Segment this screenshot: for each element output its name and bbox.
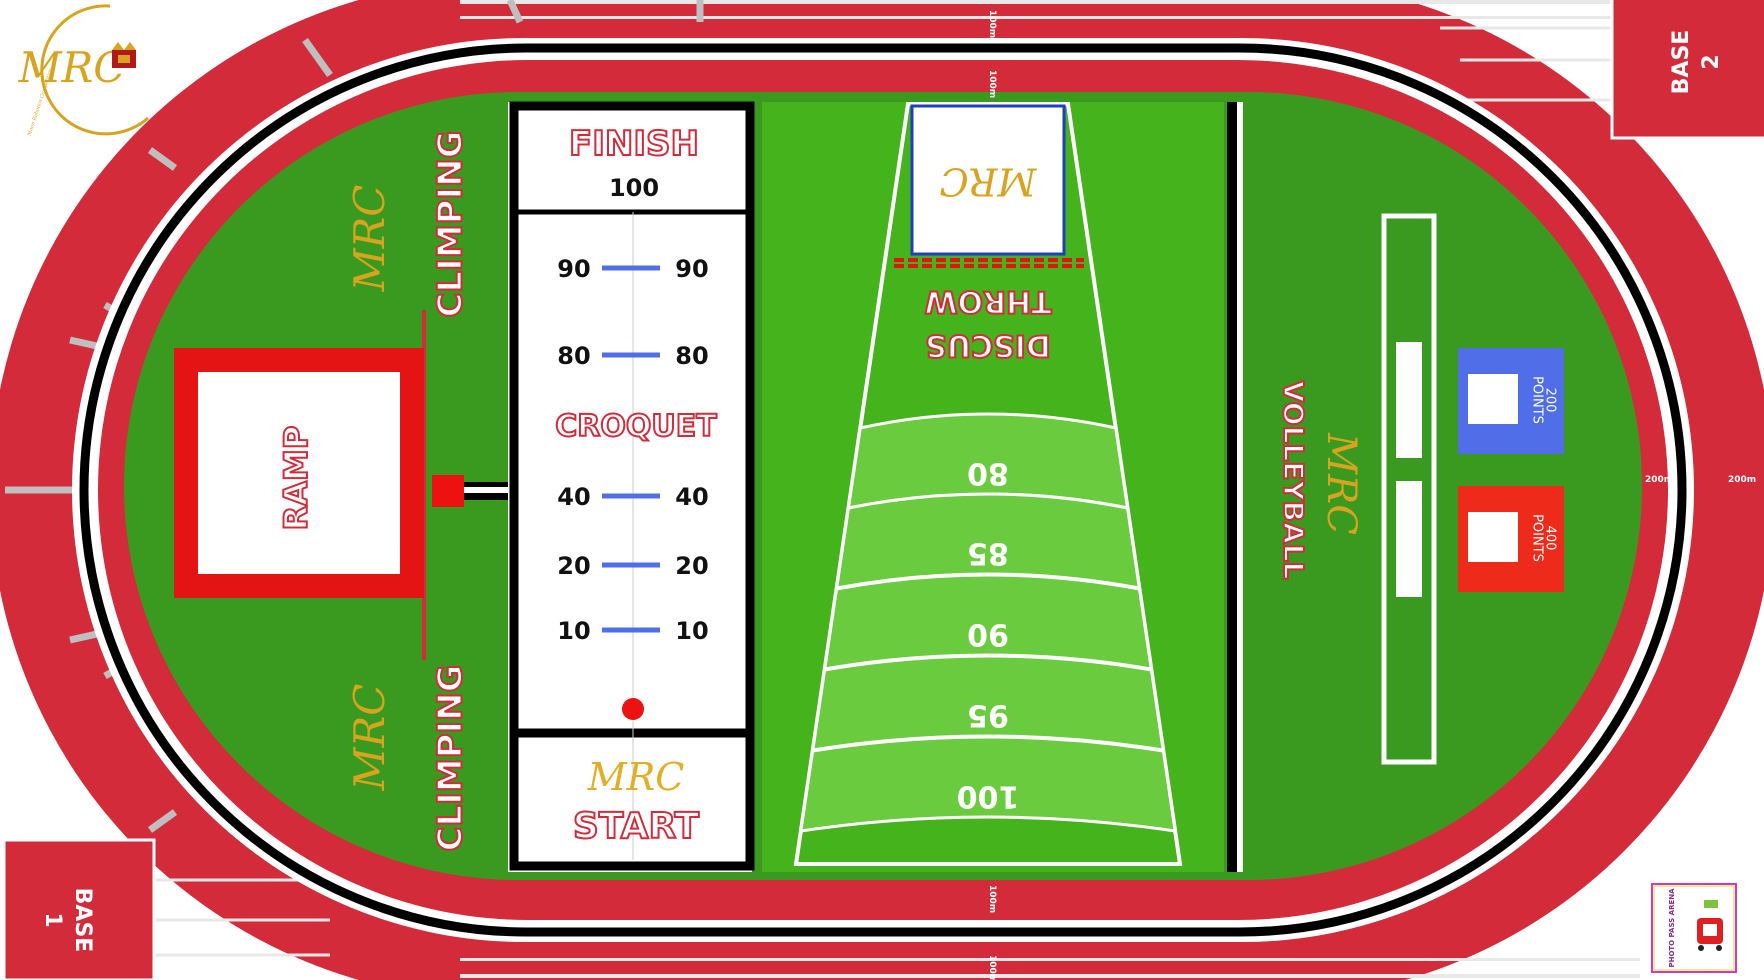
marker-100m-bottom-inner: 100m (987, 885, 997, 913)
croquet-mark-right: 20 (675, 552, 708, 580)
discus-title-line1: DISCUS (925, 328, 1051, 363)
mrc-logo: MRC Moon Robotics Competition (18, 4, 149, 138)
marker-200m-inner: 200m (1645, 475, 1673, 485)
marker-100m-top-outer: 100m (987, 10, 997, 38)
base-2[interactable]: BASE 2 (1610, 0, 1764, 140)
target-400-value: 400 (1543, 526, 1558, 551)
croquet-mark-left: 40 (557, 483, 590, 511)
target-200-value: 200 (1543, 388, 1558, 413)
target-400-unit: POINTS (1530, 514, 1545, 562)
discus-zone: 80 85 90 95 100 MRC DISCUS THROW (793, 102, 1183, 866)
discus-band-score: 85 (967, 536, 1009, 571)
discus-band-score: 80 (967, 456, 1009, 491)
discus-band[interactable] (799, 735, 1177, 833)
base-2-number: 2 (1699, 54, 1724, 69)
discus-circle-box[interactable] (910, 104, 1066, 256)
croquet-mark-right: 90 (675, 255, 708, 283)
ramp-connector-block[interactable] (432, 475, 464, 507)
marker-200m-outer: 200m (1728, 475, 1756, 485)
base-1[interactable]: BASE 1 (2, 838, 156, 980)
croquet-distance-marks: 90 90 80 80 40 40 20 20 10 10 (557, 255, 708, 645)
discus-score-bands: 80 85 90 95 100 (799, 412, 1177, 833)
base-1-number: 1 (40, 912, 65, 927)
volleyball-net-frame (1381, 213, 1437, 765)
distance-markers: 100m 100m 100m 100m 200m 200m (987, 10, 1756, 980)
target-400-points[interactable]: 400 POINTS (1458, 486, 1564, 592)
ramp-zone: RAMP CLIMPING CLIMPING MRC MRC (174, 129, 508, 853)
marker-100m-bottom-outer: 100m (987, 955, 997, 980)
robot-icon (1697, 918, 1723, 951)
target-200-unit: POINTS (1530, 376, 1545, 424)
croquet-finish-score: 100 (609, 174, 659, 202)
croquet-mark-right: 80 (675, 342, 708, 370)
croquet-start-brand: MRC (587, 755, 685, 799)
volleyball-divider (1227, 102, 1237, 872)
croquet-finish-label: FINISH (569, 124, 699, 164)
discus-band-score: 90 (967, 617, 1009, 652)
marker-100m-top-inner: 100m (987, 70, 997, 98)
croquet-mark-right: 40 (675, 483, 708, 511)
croquet-mark-right: 10 (675, 617, 708, 645)
crown-icon (112, 42, 136, 68)
croquet-start-label: START (573, 806, 700, 847)
croquet-mark-left: 10 (557, 617, 590, 645)
arena-badge: PHOTO PASS ARENA (1651, 883, 1737, 973)
field-watermark-top: MRC (345, 185, 394, 293)
logo-text: MRC (18, 43, 126, 92)
volleyball-title: VOLLEYBALL (1277, 381, 1310, 580)
climbing-top-label: CLIMPING (431, 130, 471, 317)
climbing-bottom-label: CLIMPING (431, 664, 471, 851)
discus-title-line2: THROW (924, 284, 1051, 319)
discus-box-brand: MRC (940, 160, 1038, 204)
badge-text: PHOTO PASS ARENA (1668, 888, 1676, 968)
volleyball-brand: MRC (1318, 432, 1364, 535)
croquet-title: CROQUET (555, 409, 717, 444)
field-watermark-bottom: MRC (345, 684, 394, 792)
croquet-mark-left: 20 (557, 552, 590, 580)
discus-band-score: 100 (957, 779, 1020, 814)
discus-band-score: 95 (967, 698, 1009, 733)
base-2-label: BASE (1669, 30, 1694, 95)
volleyball-zone: VOLLEYBALL MRC 200 POINTS 400 POINTS (1276, 213, 1564, 765)
ramp-label: RAMP (277, 426, 315, 531)
croquet-mark-left: 80 (557, 342, 590, 370)
croquet-mark-left: 90 (557, 255, 590, 283)
target-200-points[interactable]: 200 POINTS (1458, 348, 1564, 454)
base-1-label: BASE (70, 888, 95, 953)
croquet-ball[interactable] (622, 698, 644, 720)
